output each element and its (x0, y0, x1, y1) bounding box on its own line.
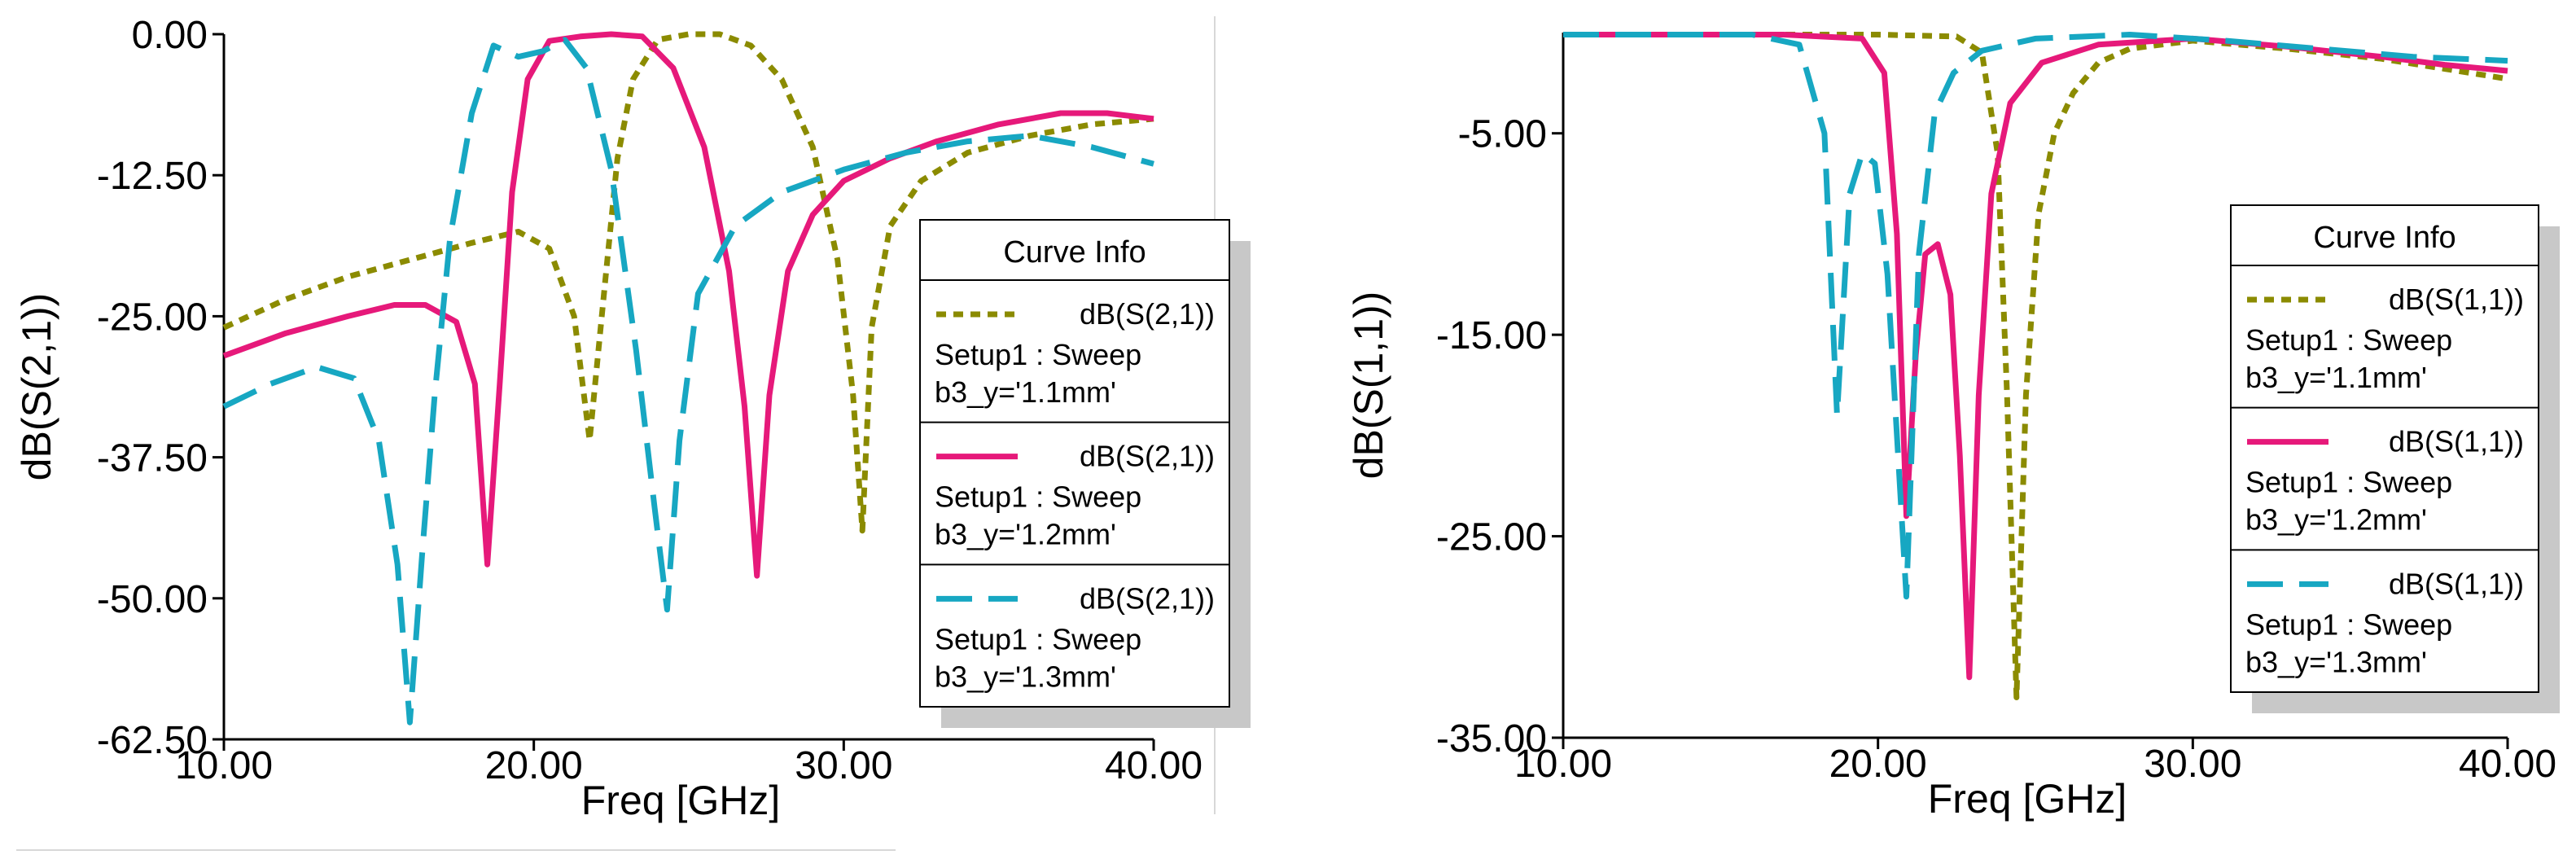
y-tick-label: -35.00 (1436, 717, 1547, 761)
y-tick-label: -25.00 (97, 296, 208, 339)
x-tick-label: 30.00 (795, 744, 892, 787)
legend-entry-param: b3_y='1.1mm' (935, 375, 1116, 409)
x-tick-label: 10.00 (175, 744, 273, 787)
x-tick-label: 20.00 (485, 744, 583, 787)
y-tick-label: -50.00 (97, 578, 208, 621)
legend-entry-setup: Setup1 : Sweep (935, 622, 1141, 655)
legend-entry-setup: Setup1 : Sweep (2245, 323, 2452, 357)
y-axis-label: dB(S(1,1)) (1346, 292, 1391, 480)
y-tick-label: -25.00 (1436, 516, 1547, 559)
legend-entry-param: b3_y='1.3mm' (2245, 645, 2427, 678)
x-tick-label: 30.00 (2144, 743, 2241, 786)
y-tick-label: -37.50 (97, 437, 208, 480)
x-tick-label: 20.00 (1829, 743, 1927, 786)
legend-entry-name: dB(S(2,1)) (1080, 297, 1215, 331)
x-axis-label: Freq [GHz] (581, 778, 780, 823)
legend-entry-param: b3_y='1.1mm' (2245, 361, 2427, 394)
legend-entry-name: dB(S(1,1)) (2389, 567, 2524, 600)
y-tick-label: -62.50 (97, 719, 208, 762)
series-line-311 (1563, 32, 2508, 700)
legend-entry-setup: Setup1 : Sweep (2245, 466, 2452, 499)
legend-title: Curve Info (2313, 221, 2456, 255)
y-tick-label: -12.50 (97, 155, 208, 198)
legend-box (919, 219, 1230, 708)
series-line-313 (222, 37, 1154, 726)
x-tick-label: 40.00 (1105, 744, 1203, 787)
x-tick-label: 40.00 (2459, 743, 2556, 786)
legend-title: Curve Info (1003, 235, 1146, 270)
legend-entry-name: dB(S(1,1)) (2389, 283, 2524, 316)
legend-entry-param: b3_y='1.2mm' (2245, 503, 2427, 537)
legend-entry-setup: Setup1 : Sweep (935, 338, 1141, 371)
legend-entry-param: b3_y='1.2mm' (935, 518, 1116, 551)
legend-entry-name: dB(S(2,1)) (1080, 440, 1215, 473)
y-axis-label: dB(S(2,1)) (14, 293, 59, 481)
y-tick-label: -15.00 (1436, 314, 1547, 357)
legend-entry-setup: Setup1 : Sweep (2245, 607, 2452, 641)
y-tick-label: -5.00 (1458, 113, 1547, 156)
legend-entry-param: b3_y='1.3mm' (935, 660, 1116, 693)
legend-box (2230, 204, 2539, 693)
y-tick-label: 0.00 (132, 14, 208, 57)
x-tick-label: 10.00 (1514, 743, 1612, 786)
series-line-313 (1563, 32, 2508, 600)
legend-entry-name: dB(S(2,1)) (1080, 581, 1215, 615)
legend-entry-name: dB(S(1,1)) (2389, 425, 2524, 458)
legend-entry-setup: Setup1 : Sweep (935, 480, 1141, 514)
series-line-311 (222, 31, 1154, 534)
x-axis-label: Freq [GHz] (1928, 776, 2127, 822)
